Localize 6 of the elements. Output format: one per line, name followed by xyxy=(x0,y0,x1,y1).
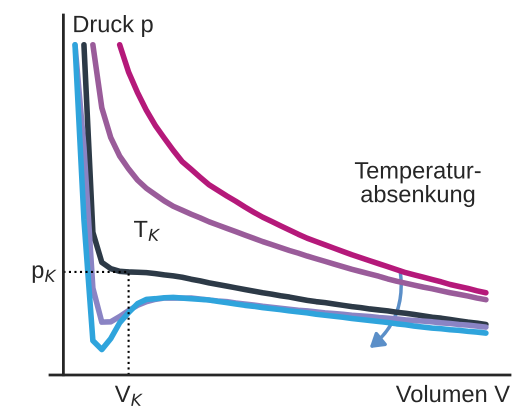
y-axis-title: Druck p xyxy=(74,15,153,38)
ref-line-label: p$_{K}$ xyxy=(32,265,57,283)
annotation: T$_{K}$ xyxy=(134,220,160,241)
x-axis-title: Volumen V xyxy=(396,384,510,402)
text: V$_{K}$ xyxy=(114,386,143,406)
annotation: Temperatur- absenkung xyxy=(354,162,481,208)
